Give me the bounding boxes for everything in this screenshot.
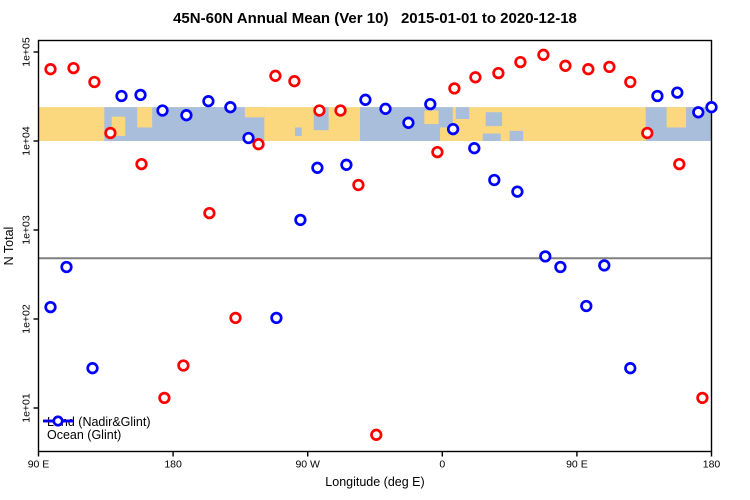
- land-data-point: [448, 82, 461, 95]
- ocean-data-point: [44, 300, 57, 314]
- ocean-data-point: [446, 122, 460, 136]
- ocean-data-point: [598, 259, 611, 272]
- y-axis-tick-label: 1e+01: [21, 393, 33, 423]
- ocean-data-point: [651, 89, 664, 103]
- land-data-point: [603, 60, 616, 74]
- map-band-land-patch: [137, 107, 153, 128]
- ocean-data-point: [60, 260, 73, 274]
- x-axis-tick-label: 180: [703, 459, 721, 471]
- land-data-point: [44, 63, 57, 76]
- x-axis-tick-label: 90 W: [295, 459, 320, 471]
- land-data-point: [135, 157, 148, 171]
- map-band-ocean-patch: [509, 130, 524, 141]
- x-axis-tick-label: 0: [439, 459, 445, 471]
- land-data-point: [334, 104, 347, 117]
- ocean-data-point: [311, 161, 324, 174]
- ocean-data-point: [86, 362, 99, 375]
- land-data-point: [582, 63, 595, 76]
- ocean-data-point: [224, 101, 237, 114]
- map-band-ocean-patch: [482, 133, 501, 141]
- map-band-ocean-patch: [455, 107, 470, 120]
- ocean-data-point: [294, 213, 307, 227]
- land-data-point: [158, 391, 171, 405]
- ocean-data-point: [242, 131, 255, 145]
- land-data-point: [431, 145, 444, 159]
- ocean-data-point: [539, 250, 552, 263]
- ocean-data-point: [705, 101, 718, 114]
- ocean-data-point: [671, 86, 684, 99]
- x-axis-tick-label: 90 E: [28, 459, 50, 471]
- plot-border: [37, 39, 713, 453]
- legend: Land (Nadir&Glint) Ocean (Glint): [41, 415, 151, 442]
- chart-title: 45N-60N Annual Mean (Ver 10) 2015-01-01 …: [173, 10, 577, 27]
- ocean-data-point: [156, 104, 169, 117]
- y-axis-tick-label: 1e+02: [21, 304, 33, 334]
- legend-label-ocean: Ocean (Glint): [47, 427, 122, 442]
- land-data-point: [641, 126, 654, 140]
- land-data-point: [313, 104, 326, 117]
- ocean-data-point: [379, 102, 392, 115]
- ocean-data-point: [270, 311, 283, 325]
- ocean-data-point: [115, 89, 128, 103]
- ocean-data-point: [402, 116, 415, 129]
- ocean-data-point: [202, 95, 215, 108]
- land-data-point: [288, 75, 301, 88]
- map-band-land-patch: [666, 107, 687, 128]
- land-data-point: [269, 69, 282, 82]
- land-data-point: [104, 126, 117, 140]
- land-data-point: [469, 71, 482, 84]
- land-data-point: [559, 59, 572, 72]
- land-data-point: [370, 428, 383, 441]
- ocean-data-point: [511, 185, 524, 198]
- ocean-data-point: [624, 362, 637, 375]
- land-data-point: [624, 75, 637, 89]
- ocean-data-point: [488, 173, 501, 187]
- ocean-data-point: [468, 142, 481, 155]
- ocean-series-marker-icon: [43, 415, 73, 427]
- x-axis-label: Longitude (deg E): [325, 475, 425, 489]
- ocean-data-point: [424, 97, 437, 111]
- map-band-ocean-patch: [294, 127, 302, 136]
- ocean-data-point: [134, 88, 147, 102]
- land-data-point: [514, 55, 527, 69]
- land-data-point: [252, 138, 265, 151]
- land-data-point: [352, 178, 365, 192]
- land-data-point: [203, 206, 216, 220]
- map-band-land-patch: [244, 107, 265, 118]
- land-data-point: [492, 66, 505, 80]
- map-band-ocean-patch: [485, 112, 503, 127]
- ocean-data-point: [554, 260, 567, 274]
- ocean-data-point: [340, 158, 353, 171]
- ocean-data-point: [359, 93, 372, 106]
- land-data-point: [88, 75, 101, 89]
- y-axis-tick-label: 1e+05: [21, 37, 33, 67]
- land-data-point: [696, 391, 709, 405]
- legend-item-ocean: Ocean (Glint): [41, 415, 151, 442]
- ocean-data-point: [180, 109, 193, 122]
- land-data-point: [229, 311, 242, 325]
- land-data-point: [673, 157, 686, 171]
- map-band-land-patch: [424, 110, 439, 125]
- land-data-point: [177, 359, 190, 372]
- ocean-data-point: [692, 106, 705, 119]
- land-data-point: [67, 61, 80, 75]
- y-axis-tick-label: 1e+04: [21, 126, 33, 156]
- y-axis-tick-label: 1e+03: [21, 215, 33, 245]
- x-axis-tick-label: 90 E: [566, 459, 588, 471]
- x-axis-tick-label: 180: [164, 459, 182, 471]
- land-data-point: [537, 48, 550, 61]
- ocean-data-point: [580, 299, 593, 313]
- y-axis-label: N Total: [2, 226, 16, 266]
